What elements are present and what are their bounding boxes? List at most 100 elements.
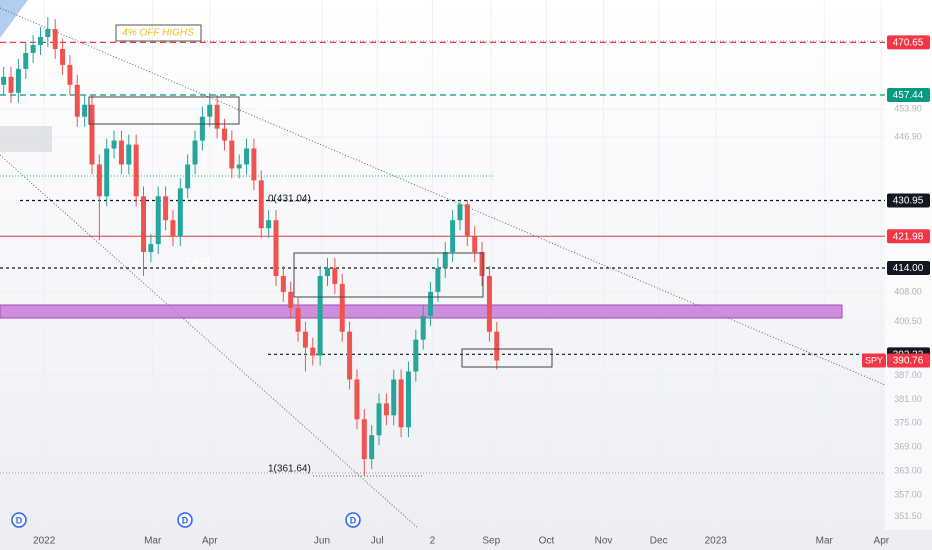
candle-body	[325, 267, 331, 276]
candle-body	[354, 379, 360, 420]
price-tag	[887, 353, 930, 368]
candle-body	[302, 331, 308, 348]
price-tag-label: 470.65	[893, 38, 924, 49]
candle-body	[1, 76, 7, 85]
candle-body	[369, 435, 375, 460]
annotation: 4% OFF HIGHS	[122, 28, 194, 39]
y-tick-label: 408.00	[894, 286, 922, 296]
x-tick-label: Mar	[816, 536, 834, 547]
annotation: 1(361.64)	[268, 464, 311, 475]
candle-body	[347, 331, 353, 380]
candle-body	[133, 144, 139, 197]
candle-body	[464, 204, 470, 237]
candle-body	[273, 220, 279, 276]
x-tick-label: 2	[430, 536, 436, 547]
event-badge-label: D	[16, 515, 23, 525]
price-tag	[887, 35, 930, 50]
event-badge[interactable]	[345, 512, 361, 528]
candle-body	[155, 196, 161, 245]
drawing-box	[88, 96, 240, 125]
x-tick-label: Nov	[595, 536, 613, 547]
candle-body	[236, 164, 242, 169]
candle-body	[479, 252, 485, 276]
annotation-box	[115, 24, 202, 42]
price-tag-label: 430.95	[893, 196, 924, 207]
event-badge[interactable]	[11, 512, 27, 528]
symbol-tag-label: SPY	[865, 355, 883, 365]
trend-line	[0, 154, 419, 529]
price-tag-label: 421.98	[893, 231, 924, 242]
drawing-box	[461, 348, 553, 368]
candle-body	[111, 140, 117, 149]
x-tick-label: Oct	[539, 536, 555, 547]
x-tick-label: 2022	[33, 536, 56, 547]
candle-body	[37, 37, 43, 45]
candle-body	[258, 180, 264, 229]
candle-body	[295, 307, 301, 332]
candle-body	[45, 29, 51, 38]
x-tick-label: Mar	[144, 536, 162, 547]
candle-body	[251, 148, 257, 181]
candle-body	[192, 140, 198, 165]
candle-body	[361, 419, 367, 460]
candle-body	[317, 275, 323, 356]
candle-body	[148, 244, 154, 253]
y-tick-label: 400.50	[894, 316, 922, 326]
event-badge-label: D	[350, 515, 357, 525]
x-tick-label: 2023	[705, 536, 728, 547]
candle-body	[23, 52, 29, 69]
x-tick-label: Apr	[202, 536, 218, 547]
candle-body	[383, 403, 389, 416]
trend-line	[0, 7, 886, 386]
candle-body	[141, 196, 147, 253]
candle-body	[288, 291, 294, 308]
y-tick-label: 446.90	[894, 131, 922, 141]
candle-body	[310, 347, 316, 356]
axes: 2022 Mar Apr Jun Jul 2 Sep Oct Nov Dec 2023 Mar Apr 4…	[33, 35, 930, 547]
candle-body	[457, 204, 463, 221]
candle-body	[376, 403, 382, 436]
y-tick-label: 381.00	[894, 394, 922, 404]
candle-body	[420, 315, 426, 340]
candle-body	[214, 104, 220, 129]
candle-body	[52, 29, 58, 49]
candle-body	[280, 275, 286, 292]
candle-body	[8, 76, 14, 93]
annotation: 1.618	[185, 257, 210, 268]
candle-body	[391, 379, 397, 416]
y-tick-label: 387.00	[894, 370, 922, 380]
candle-body	[170, 220, 176, 237]
x-tick-label: Sep	[482, 536, 500, 547]
y-tick-label: 453.90	[894, 103, 922, 113]
candle-body	[450, 220, 456, 253]
y-tick-label: 375.00	[894, 418, 922, 428]
candle-body	[207, 104, 213, 117]
candle-body	[435, 267, 441, 292]
x-tick-label: Jul	[371, 536, 384, 547]
drawing-box	[293, 252, 484, 298]
candle-body	[266, 220, 272, 229]
candle-body	[15, 68, 21, 93]
candle-body	[89, 104, 95, 165]
candle-body	[104, 148, 110, 197]
plot	[1, 17, 500, 477]
candle-body	[30, 44, 36, 53]
price-tag-label: 414.00	[893, 263, 924, 274]
x-tick-label: Apr	[874, 536, 890, 547]
symbol-tag	[862, 353, 886, 368]
candle-body	[339, 283, 345, 332]
candle-body	[398, 379, 404, 428]
price-tag-label: 390.76	[893, 356, 924, 367]
candle-body	[428, 291, 434, 316]
grid	[0, 0, 885, 530]
event-badge-label: D	[182, 515, 189, 525]
x-tick-label: Dec	[650, 536, 668, 547]
event-badge[interactable]	[177, 512, 193, 528]
price-tag	[887, 88, 930, 103]
candle-body	[163, 196, 169, 221]
candle-body	[413, 339, 419, 372]
candle-body	[332, 267, 338, 284]
annotation: 0(431.04)	[268, 194, 311, 205]
